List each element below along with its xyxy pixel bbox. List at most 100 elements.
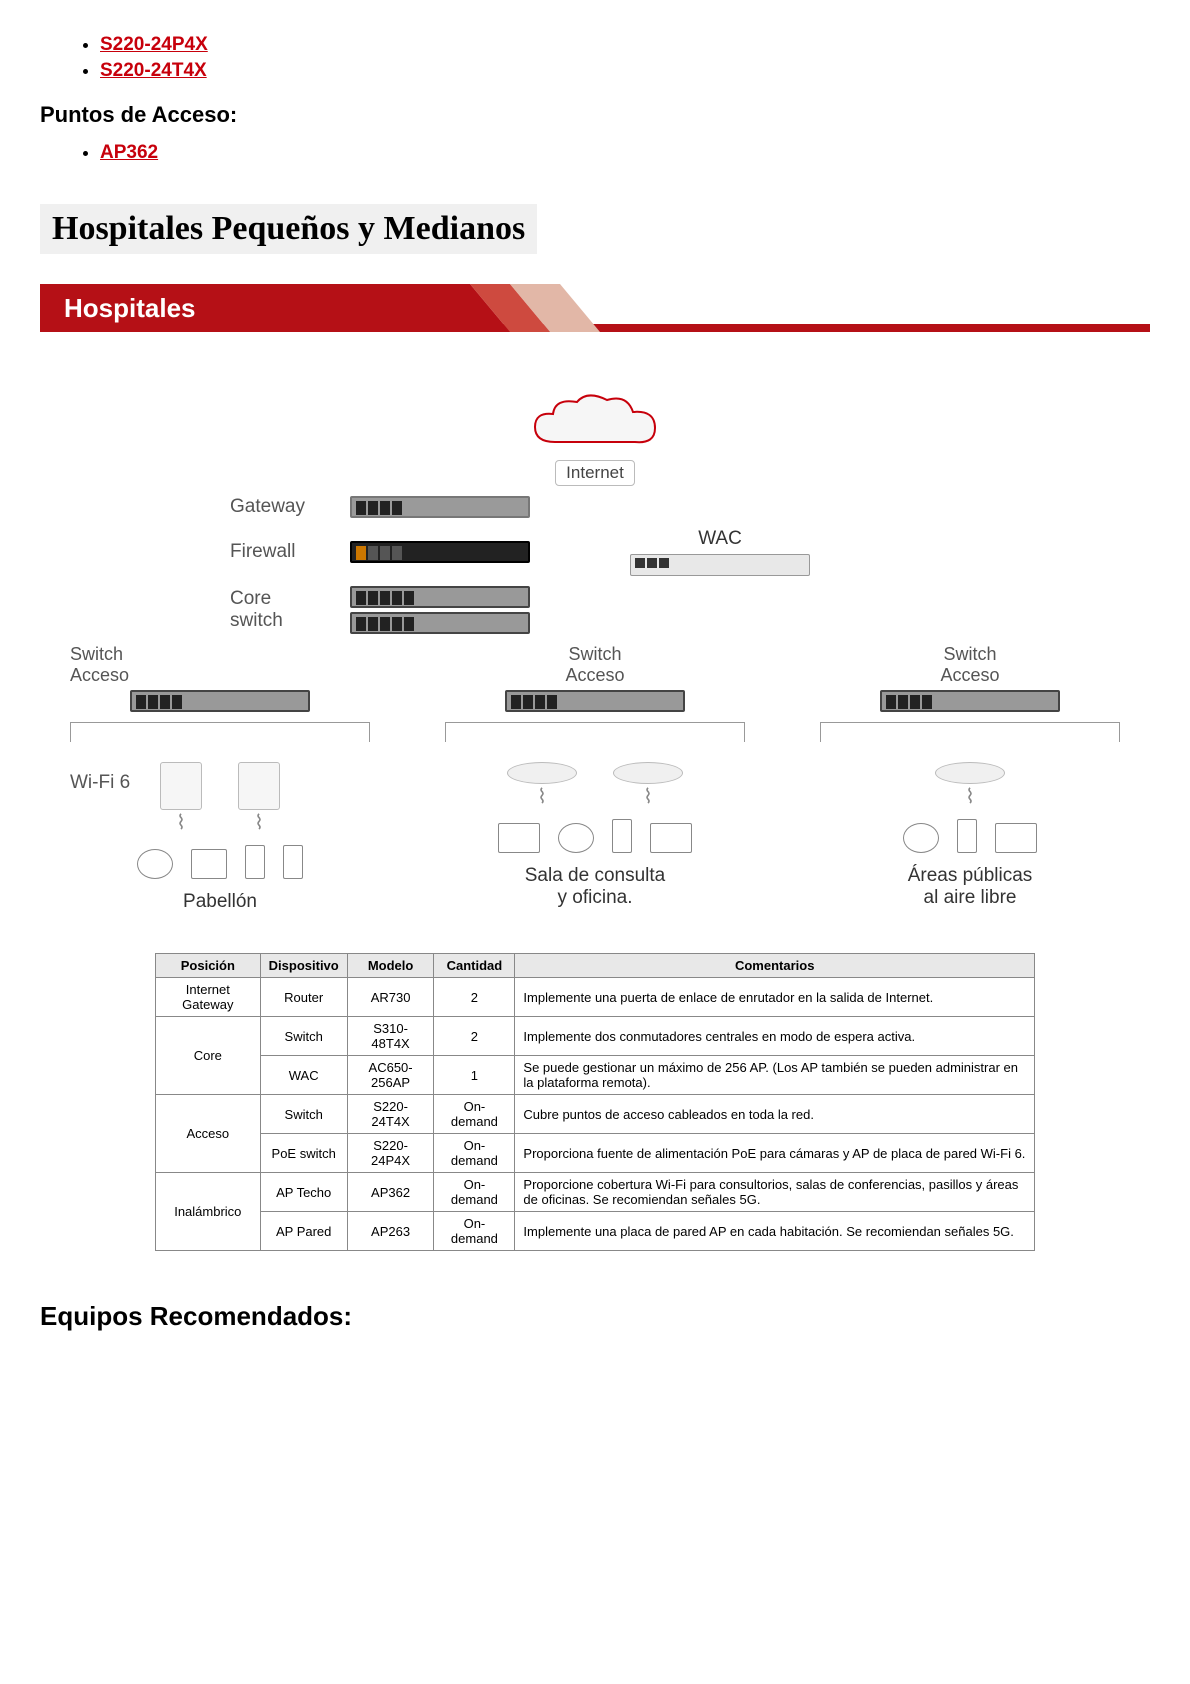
wifi-signal-icon: ⌇ <box>507 784 577 809</box>
equipos-heading: Equipos Recomendados: <box>40 1301 1150 1332</box>
list-item: AP362 <box>100 142 1150 164</box>
cell-posicion: Core <box>156 1017 261 1095</box>
table-row: CoreSwitchS310-48T4X2Implemente dos conm… <box>156 1017 1035 1056</box>
cell-dispositivo: AP Pared <box>260 1212 347 1251</box>
cell-comentarios: Implemente dos conmutadores centrales en… <box>515 1017 1035 1056</box>
cell-modelo: S220-24P4X <box>347 1134 434 1173</box>
product-link[interactable]: AP362 <box>100 142 158 163</box>
cell-cantidad: On-demand <box>434 1173 515 1212</box>
cell-dispositivo: Router <box>260 978 347 1017</box>
cell-modelo: AP362 <box>347 1173 434 1212</box>
switch-acceso-label: Switch Acceso <box>445 644 745 686</box>
wifi-signal-icon: ⌇ <box>238 810 280 835</box>
ceiling-ap-icon <box>613 762 683 784</box>
product-link[interactable]: S220-24T4X <box>100 60 207 81</box>
wifi-signal-icon: ⌇ <box>160 810 202 835</box>
cell-comentarios: Cubre puntos de acceso cableados en toda… <box>515 1095 1035 1134</box>
subheading-puntos: Puntos de Acceso: <box>40 102 1150 128</box>
branch-publicas: Switch Acceso ⌇ Áreas públicas al aire l… <box>820 644 1120 913</box>
access-switch-device <box>880 690 1060 712</box>
cell-dispositivo: Switch <box>260 1017 347 1056</box>
cell-cantidad: On-demand <box>434 1134 515 1173</box>
camera-icon <box>903 823 939 853</box>
cell-modelo: AR730 <box>347 978 434 1017</box>
cell-comentarios: Proporciona fuente de alimentación PoE p… <box>515 1134 1035 1173</box>
cell-dispositivo: Switch <box>260 1095 347 1134</box>
col-header: Posición <box>156 954 261 978</box>
internet-cloud: Internet <box>525 392 665 486</box>
row-label-gateway: Gateway <box>70 496 310 518</box>
access-switch-device <box>505 690 685 712</box>
branch-label: Pabellón <box>70 891 370 913</box>
network-diagram: Internet Gateway Firewall WAC Core switc… <box>70 392 1120 913</box>
cell-cantidad: On-demand <box>434 1212 515 1251</box>
spec-table: Posición Dispositivo Modelo Cantidad Com… <box>155 953 1035 1251</box>
core-switch-device <box>350 612 530 634</box>
row-label-core: Core switch <box>70 588 310 632</box>
firewall-device <box>350 541 530 563</box>
monitor-icon <box>650 823 692 853</box>
table-row: WACAC650-256AP1Se puede gestionar un máx… <box>156 1056 1035 1095</box>
cell-cantidad: On-demand <box>434 1095 515 1134</box>
ap-links-list: AP362 <box>40 142 1150 164</box>
cell-dispositivo: AP Techo <box>260 1173 347 1212</box>
branch-label: Sala de consulta y oficina. <box>445 865 745 909</box>
access-switch-device <box>130 690 310 712</box>
cell-cantidad: 2 <box>434 978 515 1017</box>
device-icon <box>245 845 265 879</box>
table-row: Internet GatewayRouterAR7302Implemente u… <box>156 978 1035 1017</box>
cell-posicion: Acceso <box>156 1095 261 1173</box>
col-header: Comentarios <box>515 954 1035 978</box>
wifi-signal-icon: ⌇ <box>935 784 1005 809</box>
gateway-device <box>350 496 530 518</box>
device-icon <box>283 845 303 879</box>
top-links-list: S220-24P4X S220-24T4X <box>40 34 1150 82</box>
wall-ap-icon <box>160 762 202 810</box>
section-title: Hospitales Pequeños y Medianos <box>40 204 537 254</box>
wac-device <box>630 554 810 576</box>
table-row: PoE switchS220-24P4XOn-demandProporciona… <box>156 1134 1035 1173</box>
row-label-firewall: Firewall <box>70 541 310 563</box>
cell-comentarios: Proporcione cobertura Wi-Fi para consult… <box>515 1173 1035 1212</box>
col-header: Modelo <box>347 954 434 978</box>
list-item: S220-24T4X <box>100 60 1150 82</box>
cell-posicion: Internet Gateway <box>156 978 261 1017</box>
monitor-icon <box>498 823 540 853</box>
cell-dispositivo: WAC <box>260 1056 347 1095</box>
monitor-icon <box>995 823 1037 853</box>
product-link[interactable]: S220-24P4X <box>100 34 208 55</box>
device-icon <box>957 819 977 853</box>
table-row: InalámbricoAP TechoAP362On-demandProporc… <box>156 1173 1035 1212</box>
banner-text: Hospitales <box>64 284 196 332</box>
col-header: Cantidad <box>434 954 515 978</box>
internet-label: Internet <box>555 460 635 486</box>
table-row: AccesoSwitchS220-24T4XOn-demandCubre pun… <box>156 1095 1035 1134</box>
ceiling-ap-icon <box>935 762 1005 784</box>
list-item: S220-24P4X <box>100 34 1150 56</box>
cell-comentarios: Implemente una placa de pared AP en cada… <box>515 1212 1035 1251</box>
cell-comentarios: Implemente una puerta de enlace de enrut… <box>515 978 1035 1017</box>
device-icon <box>612 819 632 853</box>
wifi-signal-icon: ⌇ <box>613 784 683 809</box>
cell-cantidad: 2 <box>434 1017 515 1056</box>
device-icon <box>191 849 227 879</box>
cell-modelo: AC650-256AP <box>347 1056 434 1095</box>
branch-consulta: Switch Acceso ⌇ ⌇ Sala de consulta y ofi… <box>445 644 745 913</box>
core-switch-device <box>350 586 530 608</box>
wifi6-label: Wi-Fi 6 <box>70 772 130 794</box>
table-header-row: Posición Dispositivo Modelo Cantidad Com… <box>156 954 1035 978</box>
cell-posicion: Inalámbrico <box>156 1173 261 1251</box>
camera-icon <box>137 849 173 879</box>
banner: Hospitales <box>40 284 1150 332</box>
cell-modelo: AP263 <box>347 1212 434 1251</box>
switch-acceso-label: Switch Acceso <box>820 644 1120 686</box>
branch-label: Áreas públicas al aire libre <box>820 865 1120 909</box>
cell-modelo: S220-24T4X <box>347 1095 434 1134</box>
col-header: Dispositivo <box>260 954 347 978</box>
cell-dispositivo: PoE switch <box>260 1134 347 1173</box>
cell-comentarios: Se puede gestionar un máximo de 256 AP. … <box>515 1056 1035 1095</box>
table-row: AP ParedAP263On-demandImplemente una pla… <box>156 1212 1035 1251</box>
cell-cantidad: 1 <box>434 1056 515 1095</box>
ceiling-ap-icon <box>507 762 577 784</box>
wac-label: WAC <box>630 528 810 550</box>
